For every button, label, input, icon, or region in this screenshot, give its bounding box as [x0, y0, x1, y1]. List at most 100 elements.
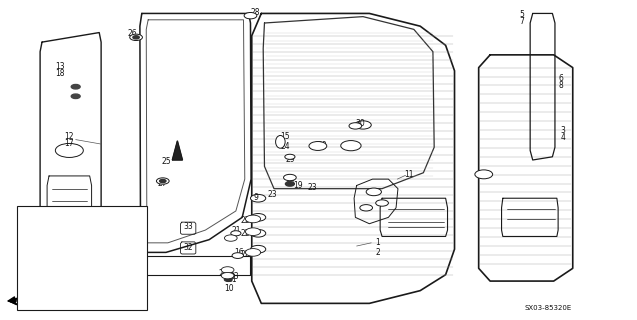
Circle shape	[285, 154, 295, 159]
Circle shape	[45, 245, 55, 250]
Text: 32: 32	[183, 243, 193, 252]
Text: 3: 3	[561, 126, 566, 135]
Circle shape	[78, 216, 89, 221]
Text: FR.: FR.	[25, 301, 40, 310]
Ellipse shape	[276, 135, 285, 148]
Circle shape	[224, 277, 232, 281]
Text: 4: 4	[561, 133, 566, 142]
Text: 5: 5	[519, 10, 524, 19]
Circle shape	[221, 267, 234, 273]
Text: 24: 24	[281, 142, 290, 151]
Text: 28: 28	[250, 8, 260, 17]
Circle shape	[78, 243, 89, 249]
Circle shape	[349, 123, 362, 129]
Circle shape	[245, 215, 261, 223]
Text: 22: 22	[241, 216, 250, 225]
Circle shape	[96, 260, 103, 264]
Circle shape	[309, 141, 327, 150]
Text: 22: 22	[218, 268, 228, 278]
Text: 7: 7	[519, 17, 524, 26]
Text: 23: 23	[230, 272, 240, 281]
Text: 6: 6	[559, 74, 564, 83]
Circle shape	[285, 182, 294, 186]
Circle shape	[78, 254, 89, 260]
Text: 29: 29	[285, 155, 295, 164]
Circle shape	[78, 248, 89, 253]
Circle shape	[475, 170, 492, 179]
Circle shape	[366, 188, 382, 196]
Circle shape	[78, 222, 89, 228]
Text: 10: 10	[225, 284, 234, 292]
Text: 22: 22	[241, 229, 250, 238]
Circle shape	[157, 178, 169, 184]
Circle shape	[221, 272, 234, 279]
Circle shape	[224, 235, 237, 241]
Text: 19: 19	[294, 181, 303, 190]
Circle shape	[78, 212, 89, 218]
Text: 10: 10	[116, 219, 125, 225]
Text: 31: 31	[228, 275, 238, 284]
Circle shape	[68, 223, 84, 231]
Text: 30: 30	[355, 119, 366, 128]
Text: 9: 9	[116, 250, 120, 256]
Text: 15: 15	[281, 132, 290, 140]
Text: 25: 25	[162, 157, 171, 166]
Circle shape	[160, 180, 166, 183]
Text: 22: 22	[24, 256, 32, 262]
Circle shape	[130, 34, 143, 41]
Circle shape	[45, 214, 55, 219]
Text: 23: 23	[103, 214, 112, 220]
Text: 22: 22	[24, 213, 32, 220]
Text: 23: 23	[307, 183, 317, 192]
Circle shape	[68, 244, 84, 252]
Circle shape	[133, 36, 140, 39]
Circle shape	[222, 272, 234, 278]
Circle shape	[45, 256, 55, 261]
Circle shape	[47, 246, 52, 249]
Text: 9: 9	[254, 193, 259, 202]
Circle shape	[245, 249, 261, 256]
Text: 16: 16	[234, 248, 244, 257]
Circle shape	[47, 215, 52, 218]
Circle shape	[47, 226, 52, 228]
Circle shape	[96, 215, 103, 219]
Text: 23: 23	[103, 259, 112, 265]
Text: 23: 23	[268, 190, 278, 199]
Circle shape	[250, 195, 266, 202]
Circle shape	[250, 213, 266, 221]
Text: 11: 11	[404, 170, 413, 179]
Circle shape	[68, 255, 84, 263]
Bar	[17, 206, 147, 310]
Circle shape	[71, 94, 80, 99]
Text: 8: 8	[559, 81, 564, 90]
Text: 22: 22	[241, 251, 250, 260]
Circle shape	[355, 121, 371, 129]
Circle shape	[360, 204, 373, 211]
Text: 21: 21	[231, 226, 241, 235]
Polygon shape	[173, 141, 182, 160]
Circle shape	[55, 143, 83, 157]
Circle shape	[244, 12, 257, 19]
Text: 33: 33	[183, 222, 193, 231]
Circle shape	[231, 231, 241, 236]
Text: 22: 22	[24, 244, 32, 251]
Circle shape	[47, 258, 52, 260]
Circle shape	[250, 245, 266, 253]
Circle shape	[341, 140, 361, 151]
Text: 1: 1	[375, 238, 380, 247]
Circle shape	[78, 227, 89, 232]
Text: 27: 27	[158, 180, 168, 188]
Text: 20: 20	[317, 140, 327, 149]
Text: 26: 26	[127, 29, 137, 38]
Text: 2: 2	[375, 248, 380, 257]
Text: 12: 12	[64, 132, 74, 140]
Text: 22: 22	[24, 224, 32, 230]
Circle shape	[376, 200, 389, 206]
Circle shape	[232, 253, 243, 259]
Circle shape	[78, 259, 89, 264]
Text: 17: 17	[64, 139, 74, 148]
Circle shape	[250, 229, 266, 237]
Circle shape	[71, 84, 80, 89]
Text: 13: 13	[55, 61, 65, 70]
Circle shape	[45, 224, 55, 229]
